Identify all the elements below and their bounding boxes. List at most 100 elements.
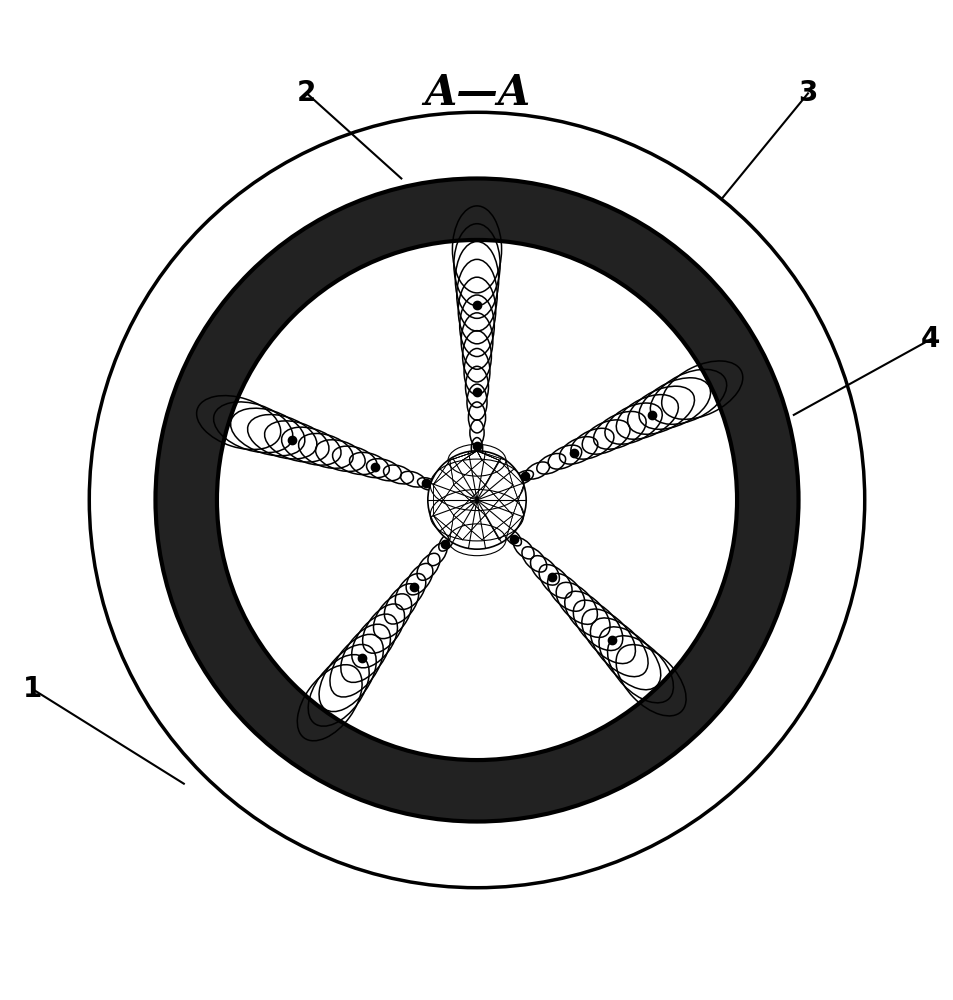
Point bbox=[646, 746, 661, 762]
Point bbox=[157, 466, 172, 482]
Point bbox=[615, 769, 630, 785]
Point bbox=[224, 321, 239, 337]
Point bbox=[211, 591, 226, 607]
Point bbox=[399, 186, 415, 202]
Point bbox=[524, 227, 539, 243]
Point bbox=[595, 246, 610, 262]
Point bbox=[720, 673, 736, 689]
Point bbox=[613, 712, 628, 728]
Point bbox=[167, 407, 182, 423]
Point bbox=[697, 621, 712, 637]
Point bbox=[740, 384, 755, 400]
Point bbox=[415, 756, 430, 772]
Point bbox=[512, 776, 527, 792]
Point bbox=[251, 271, 266, 287]
Point bbox=[275, 680, 291, 696]
Point bbox=[377, 197, 393, 213]
Point bbox=[404, 193, 419, 209]
Point bbox=[729, 482, 744, 498]
Point bbox=[723, 565, 739, 581]
Point bbox=[467, 776, 482, 792]
Point bbox=[480, 784, 496, 800]
Point bbox=[597, 254, 612, 270]
Point bbox=[270, 292, 285, 308]
Point bbox=[423, 202, 438, 218]
Point bbox=[227, 397, 242, 413]
Point bbox=[174, 413, 190, 429]
Point bbox=[179, 404, 194, 420]
Point bbox=[683, 694, 699, 710]
Point bbox=[715, 309, 730, 325]
Point bbox=[275, 740, 291, 756]
Point bbox=[596, 209, 611, 225]
Point bbox=[548, 239, 563, 255]
Point bbox=[757, 470, 772, 486]
Point bbox=[526, 801, 541, 817]
Point bbox=[567, 200, 582, 216]
Point bbox=[265, 323, 280, 339]
Point bbox=[431, 767, 446, 783]
Point bbox=[781, 421, 796, 437]
Point bbox=[204, 644, 219, 660]
Point bbox=[401, 215, 416, 231]
Point bbox=[738, 643, 753, 659]
Point bbox=[731, 480, 746, 496]
Point bbox=[613, 724, 628, 740]
Point bbox=[513, 805, 528, 821]
Point bbox=[187, 412, 202, 428]
Point bbox=[449, 187, 464, 203]
Point bbox=[427, 200, 442, 216]
Point bbox=[580, 254, 596, 270]
Point bbox=[768, 463, 783, 479]
Point bbox=[281, 745, 296, 761]
Point bbox=[361, 760, 376, 776]
Point bbox=[207, 342, 222, 358]
Point bbox=[469, 782, 484, 798]
Point bbox=[641, 762, 657, 778]
Point bbox=[757, 422, 772, 438]
Point bbox=[532, 218, 547, 234]
Point bbox=[516, 228, 531, 244]
Point bbox=[237, 660, 253, 676]
Point bbox=[412, 201, 427, 217]
Point bbox=[672, 281, 687, 297]
Point bbox=[629, 244, 644, 260]
Point bbox=[578, 738, 594, 754]
Point bbox=[512, 787, 527, 803]
Point bbox=[605, 262, 620, 278]
Point bbox=[782, 540, 798, 556]
Point bbox=[700, 659, 716, 675]
Point bbox=[543, 202, 558, 218]
Point bbox=[681, 683, 697, 699]
Point bbox=[742, 385, 758, 401]
Point bbox=[687, 638, 702, 654]
Point bbox=[316, 228, 332, 244]
Point bbox=[762, 381, 778, 397]
Point bbox=[715, 342, 730, 358]
Point bbox=[367, 753, 382, 769]
Point bbox=[623, 718, 639, 734]
Point bbox=[174, 449, 190, 465]
Point bbox=[544, 744, 559, 760]
Point bbox=[615, 718, 630, 734]
Point bbox=[194, 356, 210, 372]
Point bbox=[671, 693, 686, 709]
Point bbox=[676, 247, 691, 263]
Point bbox=[741, 572, 757, 588]
Point bbox=[208, 600, 223, 616]
Point bbox=[437, 764, 453, 780]
Point bbox=[644, 292, 659, 308]
Point bbox=[535, 775, 550, 791]
Point bbox=[318, 723, 334, 739]
Point bbox=[177, 515, 193, 531]
Point bbox=[231, 298, 246, 314]
Point bbox=[572, 192, 587, 208]
Point bbox=[714, 301, 729, 317]
Point bbox=[745, 419, 760, 435]
Point bbox=[321, 746, 336, 762]
Point bbox=[578, 734, 593, 750]
Point bbox=[723, 375, 739, 391]
Point bbox=[235, 612, 251, 628]
Point bbox=[369, 234, 384, 250]
Point bbox=[190, 594, 205, 610]
